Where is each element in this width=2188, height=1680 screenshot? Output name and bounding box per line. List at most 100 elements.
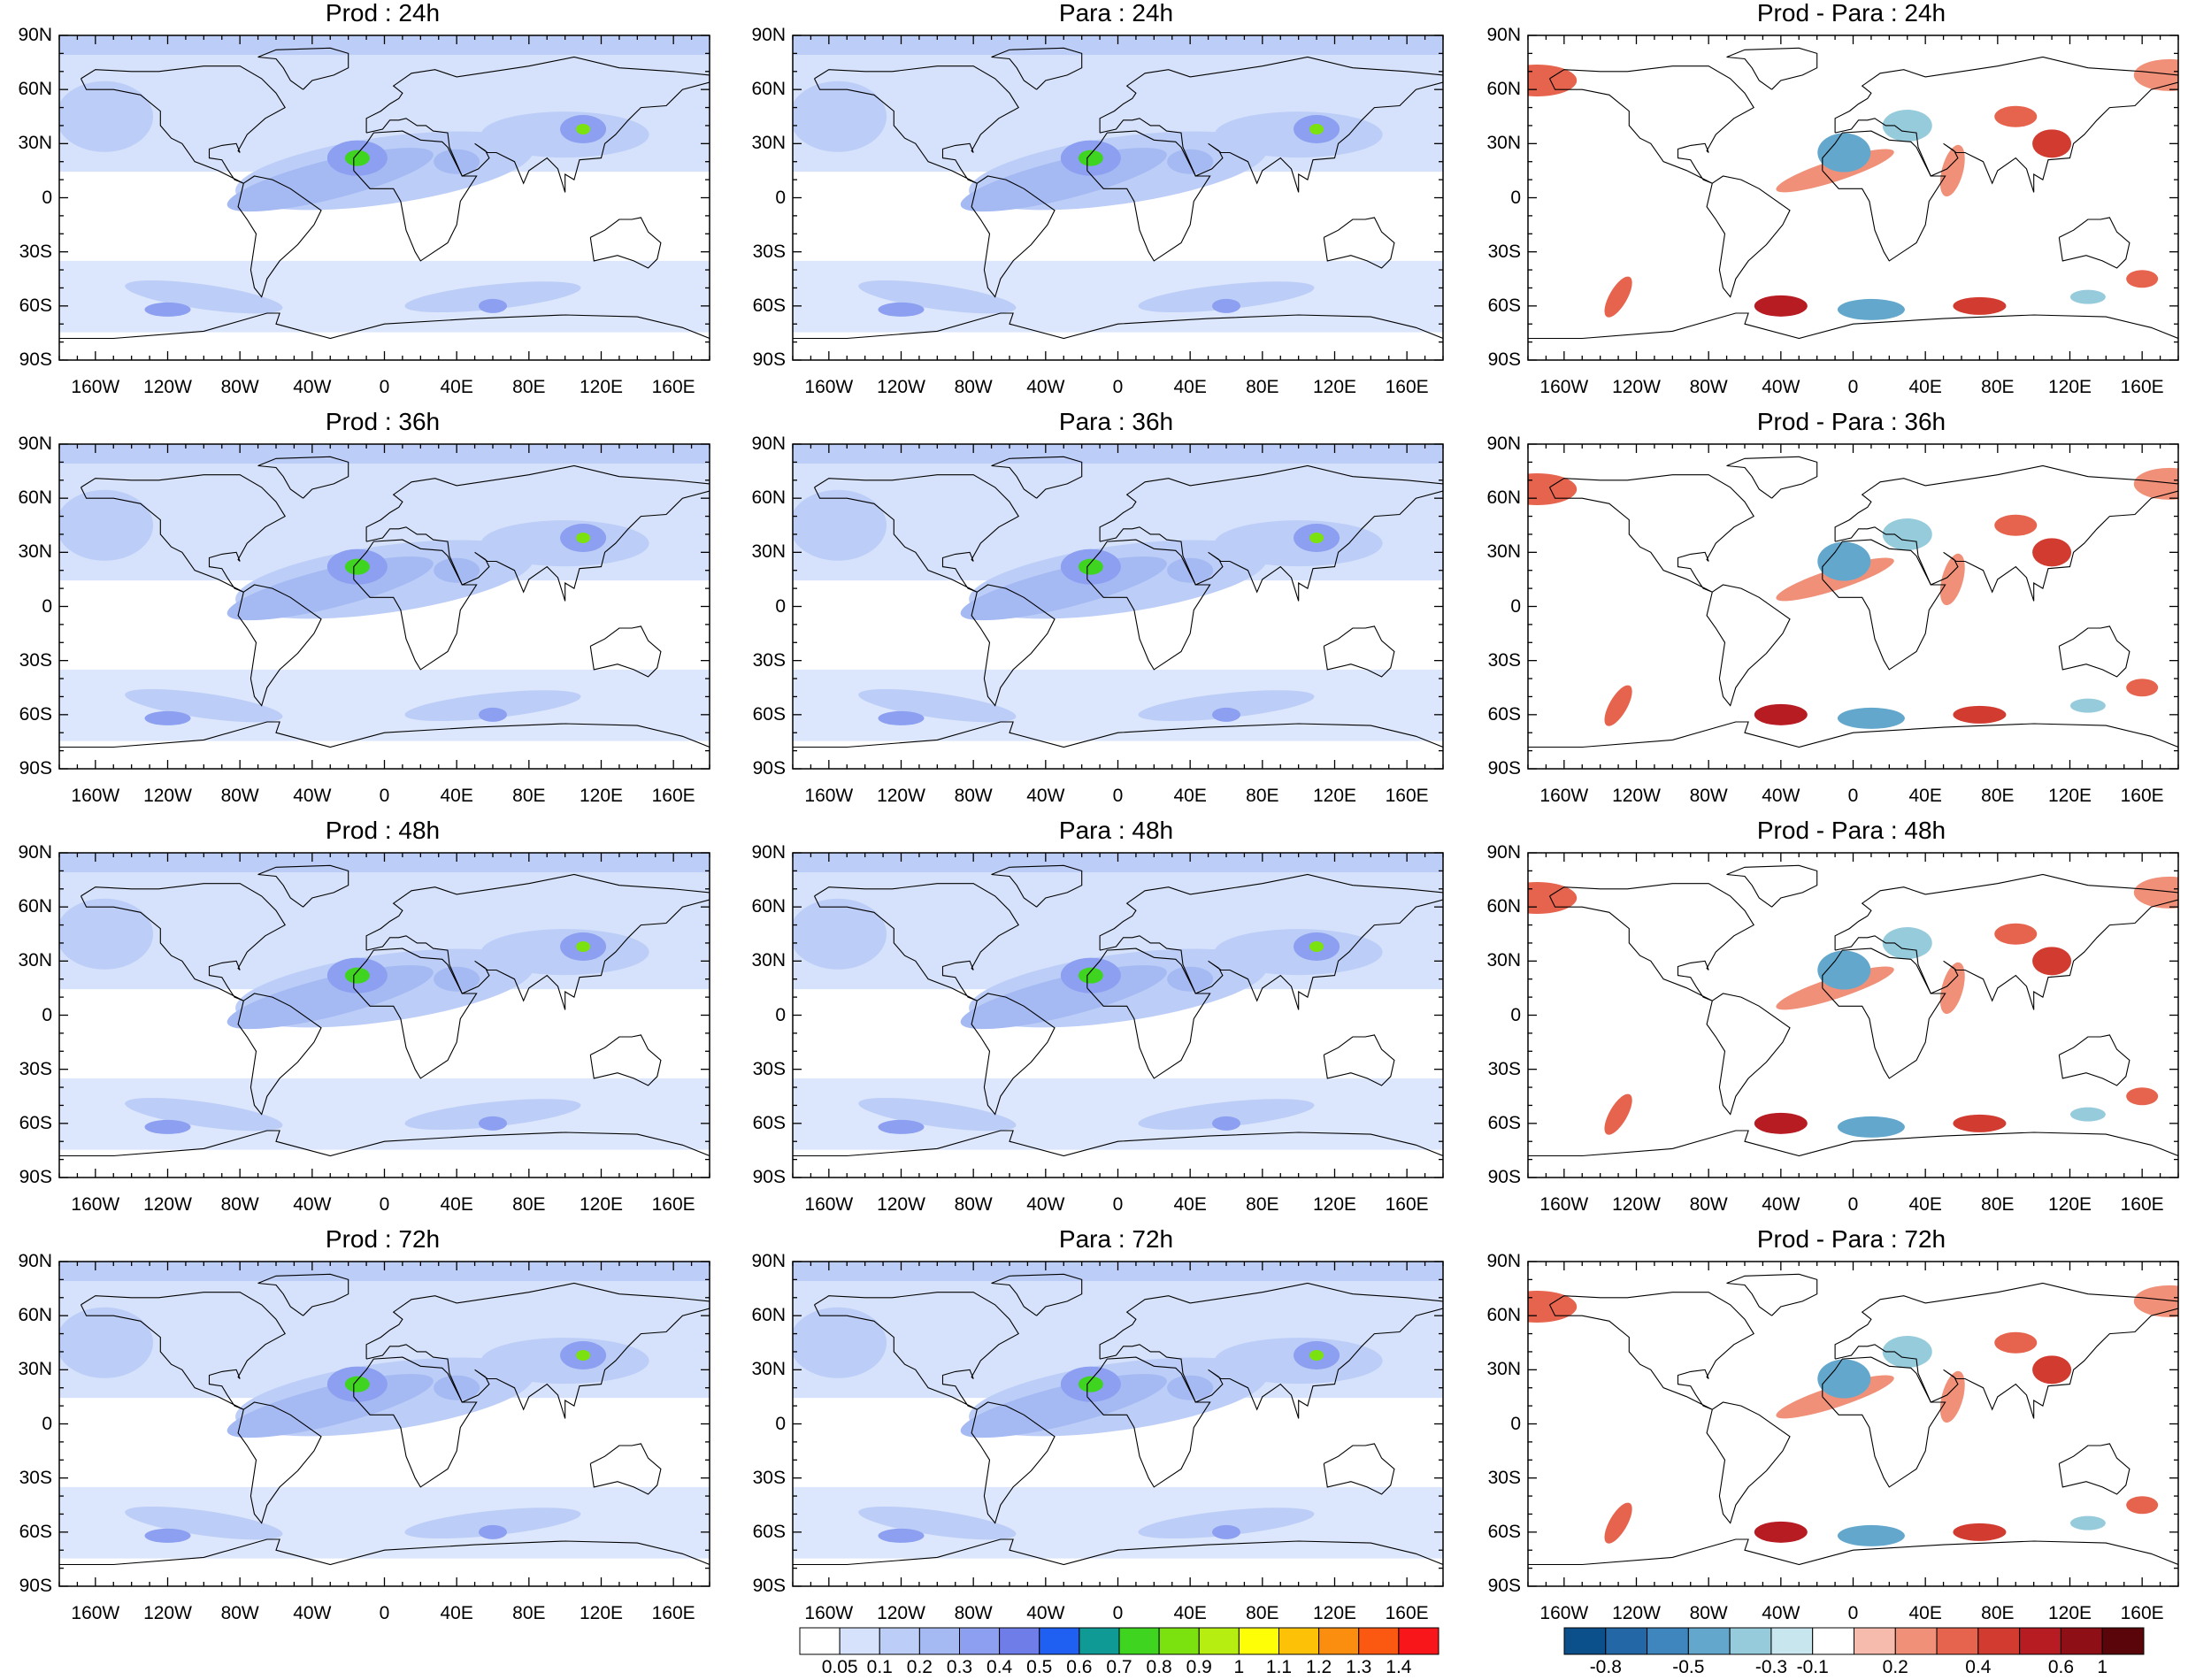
lat-tick-label: 0 [775,1004,786,1025]
lon-tick-label: 160W [1539,1194,1589,1215]
coastline [991,47,1083,90]
colorbar-label: -0.5 [1672,1657,1705,1677]
colorbar-label: 0.8 [1146,1657,1172,1677]
map-panel [58,443,710,770]
lat-tick-label: 60N [751,1305,786,1326]
colorbar-label: 0.4 [1965,1657,1992,1677]
lat-tick-label: 60N [18,487,52,509]
coastline [991,1273,1083,1316]
coastline [2058,1443,2130,1495]
lon-tick-label: 0 [1112,1194,1124,1215]
lat-tick-label: 60N [1486,487,1521,509]
lat-tick-label: 30N [18,1359,52,1380]
coastline [1706,993,1791,1116]
lon-tick-label: 80W [1689,1194,1728,1215]
map-panel [1527,35,2179,361]
lat-tick-label: 90S [1487,1167,1521,1187]
lat-tick-label: 60N [18,896,52,917]
lon-tick-label: 0 [379,377,390,397]
lon-tick-label: 80W [1689,377,1728,397]
coastline [365,464,710,602]
lon-tick-label: 80E [1981,1194,2015,1215]
lat-tick-label: 30N [1486,950,1521,971]
lon-tick-label: 80W [220,377,259,397]
lon-tick-label: 0 [1847,786,1859,806]
lat-tick-label: 60N [18,1305,52,1326]
colorbar-swatch [1894,1627,1938,1655]
colorbar-label: 1 [2097,1657,2108,1677]
coastline [353,1356,478,1488]
lon-tick-label: 0 [1112,1603,1124,1623]
lat-tick-label: 60S [752,703,786,725]
lon-tick-label: 40E [1173,377,1207,397]
lat-tick-label: 0 [42,1413,52,1434]
lon-tick-label: 40W [1026,1194,1065,1215]
coastline [1086,539,1211,671]
lat-tick-label: 30S [752,241,786,262]
lat-tick-label: 60N [1486,1305,1521,1326]
lon-tick-label: 40W [293,786,332,806]
lon-tick-label: 160W [804,1194,854,1215]
coastline [1726,1273,1818,1316]
coastline [1822,539,1946,671]
coastline [793,721,1443,748]
coastline [1549,883,1754,1001]
colorbar-swatch [1812,1627,1855,1655]
lat-tick-label: 30N [18,950,52,971]
lon-tick-label: 80E [512,1194,546,1215]
lon-tick-label: 160W [71,786,120,806]
lon-tick-label: 80E [1981,786,2015,806]
coastline [257,864,349,908]
lon-tick-label: 40W [1762,1194,1800,1215]
lon-tick-label: 120W [877,377,925,397]
lon-tick-label: 120E [1312,1603,1357,1623]
panel-title: Para : 36h [1058,408,1174,435]
coastline [1528,1130,2178,1157]
colorbar-swatch [799,1627,841,1655]
lon-tick-label: 80E [1981,377,2015,397]
lon-tick-label: 120W [143,377,192,397]
colorbar-label: -0.8 [1589,1657,1622,1677]
coastline [353,947,478,1079]
lon-tick-label: 40W [1026,786,1065,806]
lat-tick-label: 30N [1486,133,1521,154]
colorbar-label: -0.3 [1754,1657,1788,1677]
coastline [971,175,1056,298]
colorbar-swatch [1398,1627,1439,1655]
colorbar-diff [1563,1627,2145,1655]
colorbar-label: 1 [1233,1657,1245,1677]
lat-tick-label: 90N [1486,433,1521,454]
lat-tick-label: 90N [751,842,786,863]
lat-tick-label: 0 [775,187,786,208]
colorbar-swatch [1158,1627,1200,1655]
colorbar-label: 1.4 [1386,1657,1412,1677]
coastline [1323,217,1395,269]
lon-tick-label: 40W [1762,377,1800,397]
lon-tick-label: 160E [2120,1194,2164,1215]
coastline [814,65,1019,184]
panel-title: Prod - Para : 24h [1756,0,1946,27]
coastline [971,1401,1056,1524]
lon-tick-label: 120E [1312,1194,1357,1215]
lon-tick-label: 120E [579,1603,624,1623]
colorbar-swatch [1039,1627,1080,1655]
colorbar-swatch [999,1627,1040,1655]
lon-tick-label: 160W [71,377,120,397]
lon-tick-label: 120E [1312,377,1357,397]
coastline [971,584,1056,707]
lat-tick-label: 90S [1487,758,1521,779]
colorbar-label: 0.1 [866,1657,893,1677]
lon-tick-label: 120E [579,1194,624,1215]
lon-tick-label: 160E [651,377,695,397]
coastline [991,456,1083,499]
lat-tick-label: 60S [752,1521,786,1542]
lon-tick-label: 120E [2047,786,2092,806]
coastline [1528,312,2178,340]
colorbar-swatch [1563,1627,1607,1655]
lat-tick-label: 90S [19,349,52,370]
coastline [1086,947,1211,1079]
coastline [365,873,710,1010]
lon-tick-label: 160E [1385,1194,1429,1215]
lat-tick-label: 60S [19,295,52,316]
